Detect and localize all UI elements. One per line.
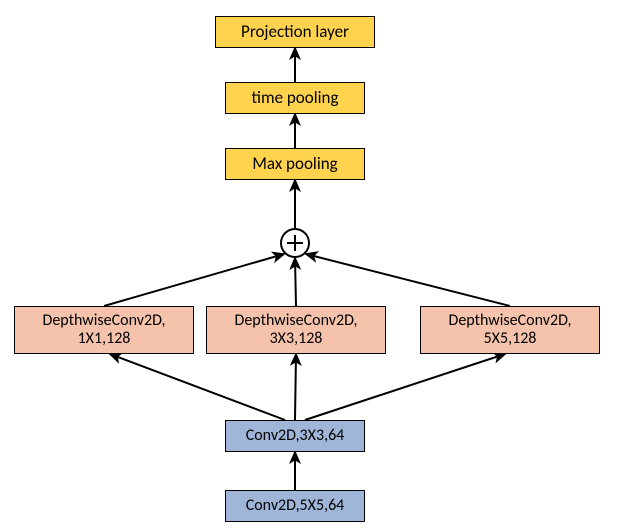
- node-depthwise-3x3: DepthwiseConv2D,3X3,128: [206, 306, 386, 354]
- node-depthwise-1x1: DepthwiseConv2D,1X1,128: [14, 306, 194, 354]
- node-depthwise-5x5: DepthwiseConv2D,5X5,128: [420, 306, 600, 354]
- node-label: DepthwiseConv2D,3X3,128: [235, 312, 358, 349]
- node-label: Max pooling: [252, 154, 337, 174]
- node-label: Conv2D,3X3,64: [246, 427, 345, 445]
- node-elementwise-add: [280, 228, 310, 258]
- edge-conv3-to-dw3: [295, 354, 296, 420]
- edge-conv3-to-dw5: [305, 354, 505, 420]
- node-label: DepthwiseConv2D,1X1,128: [43, 312, 166, 349]
- node-label: time pooling: [252, 88, 339, 108]
- plus-icon: [286, 234, 304, 252]
- node-conv2d-5x5: Conv2D,5X5,64: [225, 490, 365, 522]
- node-label: Projection layer: [241, 22, 349, 42]
- node-label: DepthwiseConv2D,5X5,128: [449, 312, 572, 349]
- edge-conv3-to-dw1: [110, 354, 285, 420]
- node-label: Conv2D,5X5,64: [246, 497, 345, 515]
- edge-dw1-to-plus: [104, 254, 284, 306]
- arrow-layer: [0, 0, 626, 532]
- node-time-pooling: time pooling: [225, 82, 365, 114]
- node-projection-layer: Projection layer: [215, 16, 375, 48]
- edge-dw5-to-plus: [306, 254, 510, 306]
- node-max-pooling: Max pooling: [225, 148, 365, 180]
- edge-dw3-to-plus: [295, 258, 296, 306]
- diagram-stage: { "diagram": { "type": "flowchart", "can…: [0, 0, 626, 532]
- node-conv2d-3x3: Conv2D,3X3,64: [225, 420, 365, 452]
